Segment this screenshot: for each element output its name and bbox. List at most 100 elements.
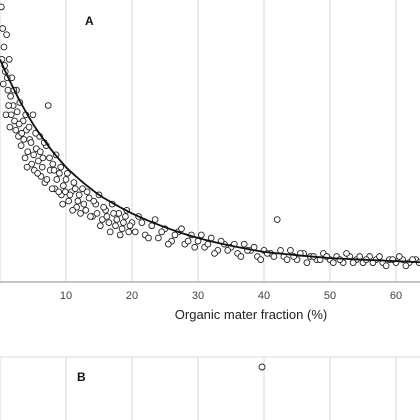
data-point <box>43 176 51 183</box>
data-point <box>65 197 72 205</box>
data-point <box>28 160 36 168</box>
data-point <box>7 111 15 119</box>
data-point <box>100 203 107 211</box>
data-point <box>82 206 90 214</box>
data-point <box>59 200 67 208</box>
data-point <box>29 111 37 119</box>
fit-curve <box>0 58 420 264</box>
data-point <box>402 262 410 270</box>
data-point <box>24 148 32 156</box>
data-point <box>376 253 383 260</box>
x-tick-label-30: 30 <box>192 290 204 302</box>
data-point <box>83 188 91 196</box>
data-point <box>126 222 134 230</box>
data-point <box>224 247 232 254</box>
data-point <box>5 55 13 63</box>
data-point <box>122 213 129 220</box>
data-point <box>49 160 57 168</box>
data-point <box>106 228 114 236</box>
data-point <box>38 163 46 171</box>
data-point <box>13 108 21 116</box>
x-tick-label-60: 60 <box>390 290 402 302</box>
panel-b-data-point <box>258 363 266 371</box>
data-point <box>158 228 166 236</box>
data-point <box>93 210 101 217</box>
data-point <box>240 240 248 248</box>
data-point <box>66 191 74 199</box>
data-point <box>12 126 20 134</box>
data-point <box>197 231 205 239</box>
data-point <box>80 200 88 208</box>
data-point <box>349 259 357 267</box>
data-point <box>85 194 93 202</box>
x-tick-label-10: 10 <box>60 290 72 302</box>
data-point <box>4 86 12 94</box>
data-point <box>71 185 79 193</box>
data-point <box>7 92 14 100</box>
data-point <box>273 216 281 223</box>
data-point <box>191 243 199 251</box>
data-point <box>211 250 218 257</box>
data-point <box>44 102 52 109</box>
data-point <box>69 206 76 214</box>
data-point <box>155 234 162 242</box>
data-point <box>145 234 152 242</box>
data-point <box>27 139 35 146</box>
data-point <box>36 148 44 156</box>
data-point <box>48 185 56 193</box>
data-point <box>57 163 65 171</box>
data-point <box>50 166 58 174</box>
data-point <box>20 136 28 143</box>
data-point <box>0 80 7 88</box>
data-point <box>63 169 71 177</box>
data-point <box>105 219 113 226</box>
panel-b-gridlines <box>0 356 420 420</box>
data-point <box>55 188 63 196</box>
data-point <box>75 191 83 199</box>
data-point <box>0 3 5 11</box>
data-point <box>61 188 69 196</box>
data-point <box>184 237 192 245</box>
data-point <box>110 210 117 217</box>
data-point <box>3 31 10 39</box>
data-points <box>0 3 420 270</box>
data-point <box>120 219 127 226</box>
data-point <box>60 182 67 190</box>
data-point <box>96 222 104 230</box>
data-point <box>98 216 106 223</box>
data-point <box>21 154 29 162</box>
data-point <box>34 157 42 165</box>
x-axis-title: Organic mater fraction (%) <box>175 307 327 322</box>
x-tick-label-50: 50 <box>324 290 336 302</box>
data-point <box>30 151 38 159</box>
data-point <box>0 43 8 51</box>
data-point <box>79 185 86 193</box>
data-point <box>116 231 124 239</box>
data-point <box>171 231 179 239</box>
data-point <box>103 213 111 220</box>
data-point <box>283 256 291 263</box>
data-point <box>90 197 98 205</box>
data-point <box>113 216 121 223</box>
panel-b-label: B <box>77 370 86 384</box>
data-point <box>77 210 84 217</box>
data-point <box>204 240 212 248</box>
data-point <box>25 123 33 131</box>
data-point <box>257 256 265 263</box>
data-point <box>17 142 25 149</box>
data-point <box>178 225 185 233</box>
data-point <box>87 213 94 220</box>
data-point <box>56 169 63 177</box>
data-point <box>5 102 12 109</box>
panel-a-label: A <box>85 14 94 28</box>
data-point <box>270 253 278 260</box>
data-point <box>336 256 344 263</box>
data-point <box>46 154 53 162</box>
data-point <box>74 197 82 205</box>
data-point <box>34 169 41 177</box>
data-point <box>118 225 126 233</box>
data-point <box>70 179 78 186</box>
panel-a-gridlines <box>0 0 397 282</box>
data-point <box>287 247 294 254</box>
